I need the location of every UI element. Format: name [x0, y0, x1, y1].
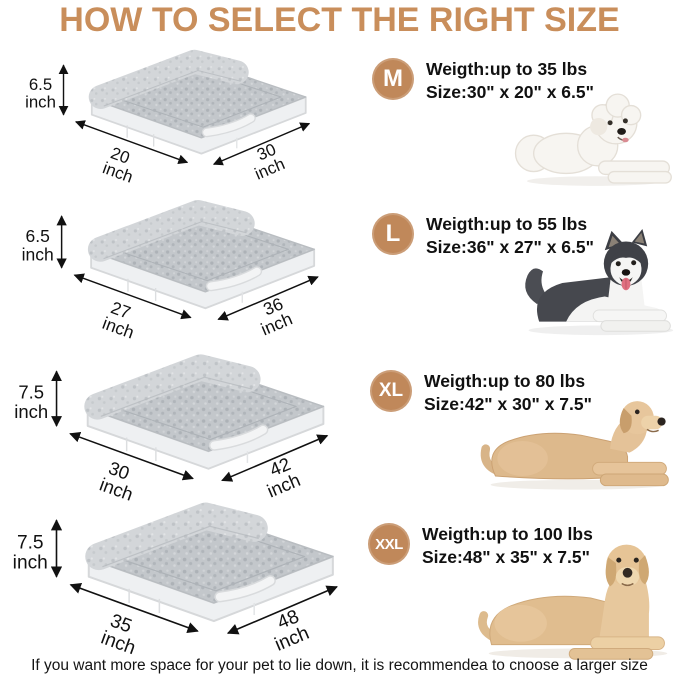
weight-text-xxl: Weigth:up to 100 lbs — [422, 524, 593, 544]
svg-text:6.5: 6.5 — [29, 75, 52, 94]
size-text-m: Size:30" x 20" x 6.5" — [426, 82, 594, 102]
svg-text:inch: inch — [100, 313, 137, 343]
length-label: 48 inch — [272, 606, 313, 656]
height-label: 7.5 inch — [14, 382, 48, 422]
dog-photo-golden-retriever — [476, 390, 679, 492]
dog-photo-siberian-husky — [516, 226, 679, 340]
width-label: 27 inch — [100, 297, 137, 343]
svg-text:inch: inch — [100, 158, 135, 186]
bed-bolster — [84, 354, 261, 420]
bed-illustration-l: 6.5 inch 27 inch 36 inch — [10, 194, 328, 346]
length-arrow — [212, 122, 311, 166]
weight-text-m: Weigth:up to 35 lbs — [426, 59, 588, 79]
svg-text:inch: inch — [258, 309, 295, 340]
size-row-m: M Weigth:up to 35 lbs Size:30" x 20" x 6… — [372, 58, 594, 104]
width-label: 35 inch — [98, 610, 138, 659]
dog-photo-bichon-frise — [505, 90, 677, 190]
bed-illustration-m: 6.5 inch 20 inch 30 inch — [14, 44, 319, 190]
bed-bolster — [88, 49, 249, 109]
size-text-xxl: Size:48" x 35" x 7.5" — [422, 547, 590, 567]
bed-illustration-xl: 7.5 inch 30 inch 42 inch — [2, 348, 338, 509]
length-label: 42 inch — [264, 453, 303, 502]
width-arrow — [69, 431, 194, 481]
size-row-xl: XL Weigth:up to 80 lbs Size:42" x 30" x … — [370, 370, 592, 416]
bed-bolster — [85, 502, 268, 571]
svg-text:7.5: 7.5 — [17, 532, 44, 553]
footer-note: If you want more space for your pet to l… — [31, 657, 648, 674]
svg-text:inch: inch — [272, 623, 313, 656]
svg-text:inch: inch — [252, 154, 288, 184]
size-badge-l: L — [372, 213, 414, 255]
size-text-l: Size:36" x 27" x 6.5" — [426, 237, 594, 257]
height-label: 6.5 inch — [22, 226, 54, 264]
page-title: HOW TO SELECT THE RIGHT SIZE — [59, 1, 620, 39]
weight-text-l: Weigth:up to 55 lbs — [426, 214, 588, 234]
width-arrow — [73, 273, 192, 320]
bed-illustration: 7.5 inch 35 inch 48 inch — [13, 502, 338, 659]
length-label: 30 inch — [252, 140, 288, 184]
size-badge-xl: XL — [370, 370, 412, 412]
size-row-xxl: XXL Weigth:up to 100 lbs Size:48" x 35" … — [368, 523, 593, 569]
length-arrow — [217, 275, 319, 321]
svg-text:inch: inch — [14, 401, 48, 422]
bed-bolster — [87, 199, 255, 262]
height-label: 7.5 inch — [13, 532, 48, 573]
svg-text:inch: inch — [98, 627, 138, 659]
svg-text:6.5: 6.5 — [25, 226, 49, 246]
width-arrow — [74, 120, 189, 165]
svg-text:inch: inch — [22, 244, 54, 264]
dog-photo-labrador-retriever — [476, 536, 679, 662]
length-arrow — [221, 434, 329, 482]
bed-illustration-xxl: 7.5 inch 35 inch 48 inch — [0, 496, 348, 662]
width-label: 20 inch — [100, 143, 135, 186]
height-label: 6.5 inch — [25, 75, 56, 112]
size-row-l: L Weigth:up to 55 lbs Size:36" x 27" x 6… — [372, 213, 594, 259]
size-badge-m: M — [372, 58, 414, 100]
width-arrow — [69, 582, 199, 633]
bed-illustration: 7.5 inch 30 inch 42 inch — [14, 354, 329, 505]
length-label: 36 inch — [258, 293, 295, 340]
length-arrow — [226, 585, 338, 635]
bed-illustration: 6.5 inch 27 inch 36 inch — [22, 199, 319, 343]
size-badge-xxl: XXL — [368, 523, 410, 565]
svg-text:inch: inch — [13, 553, 48, 574]
svg-text:inch: inch — [25, 93, 56, 112]
bed-illustration: 6.5 inch 20 inch 30 inch — [25, 49, 311, 187]
svg-text:7.5: 7.5 — [18, 382, 44, 403]
size-text-xl: Size:42" x 30" x 7.5" — [424, 394, 592, 414]
weight-text-xl: Weigth:up to 80 lbs — [424, 371, 586, 391]
